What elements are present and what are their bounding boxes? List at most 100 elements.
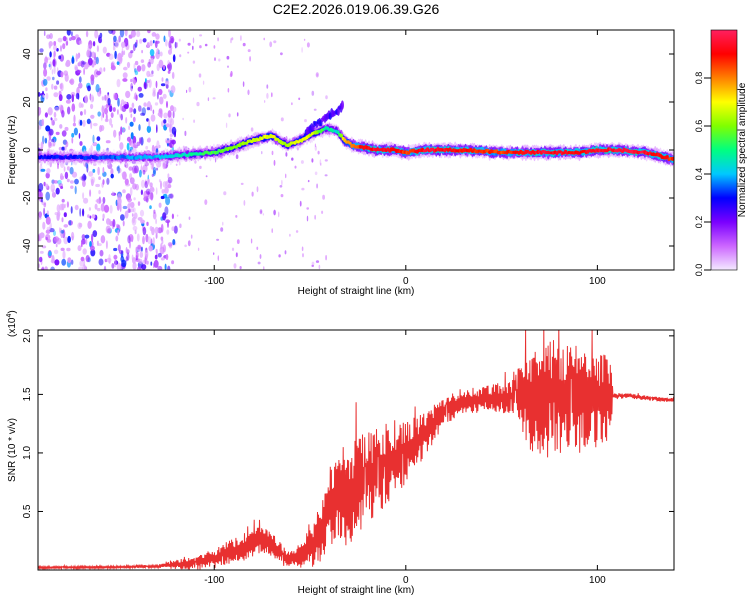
spectrogram-cell	[105, 240, 108, 250]
spectrogram-cell	[81, 175, 84, 182]
spectrogram-cell	[204, 43, 208, 47]
spectrogram-cell	[77, 62, 81, 67]
spectrogram-cell	[165, 83, 169, 89]
spectrogram-cell	[233, 263, 237, 269]
spectrogram-cell	[77, 69, 82, 74]
spectrogram-cell	[108, 254, 111, 262]
spectrogram-cell	[214, 57, 216, 61]
spectrogram-cell	[125, 117, 128, 124]
spectrogram-cell	[55, 243, 58, 248]
spectrogram-cell	[49, 33, 53, 40]
spectrogram-cell	[113, 35, 117, 42]
spectrogram-cell	[118, 132, 121, 142]
spectrogram-cell	[120, 126, 123, 135]
spectrogram-cell	[88, 57, 93, 66]
spectrogram-cell	[160, 83, 166, 87]
spectrogram-cell	[146, 80, 150, 83]
spectrogram-cell	[295, 230, 299, 233]
spectrogram-cell	[197, 247, 200, 251]
spectrogram-cell	[123, 66, 128, 71]
spectrogram-x-axis: -100 0 100	[204, 30, 606, 287]
spectrogram-cell	[98, 258, 104, 266]
spectrogram-cell	[227, 65, 229, 68]
spectrogram-cell	[60, 233, 63, 238]
spectrogram-cell	[120, 103, 123, 111]
spectrogram-cell	[176, 214, 179, 217]
spectrogram-cell	[174, 41, 177, 49]
spectrogram-cell	[76, 40, 79, 45]
spectrogram-cell	[147, 61, 152, 68]
spectrogram-cell	[307, 179, 310, 183]
spectrogram-cell	[53, 65, 56, 74]
spectrogram-cell	[278, 254, 281, 258]
spectrogram-cell	[109, 204, 113, 214]
spectrogram-cell	[151, 226, 155, 236]
spectrogram-cell	[117, 165, 121, 174]
spectrogram-cell	[45, 125, 51, 132]
spectrogram-cell	[129, 240, 131, 249]
spectrogram-cell	[133, 108, 137, 114]
spectrogram-cell	[306, 42, 310, 48]
spectrogram-cell	[64, 203, 66, 209]
spectrogram-cell	[90, 114, 95, 119]
spectrogram-cell	[82, 61, 86, 65]
spectrogram-cell	[110, 65, 116, 71]
spectrogram-cell	[38, 107, 42, 116]
spectrogram-content	[38, 30, 674, 270]
spectrogram-cell	[57, 37, 63, 43]
spectrogram-cell	[85, 238, 88, 245]
spectrogram-cell	[81, 234, 86, 240]
spectrogram-cell	[155, 218, 158, 225]
spectrogram-cell	[285, 173, 287, 179]
spectrogram-cell	[116, 262, 122, 270]
spectrogram-cell	[126, 142, 130, 151]
spectrogram-cell	[317, 150, 320, 155]
spectrogram-cell	[205, 175, 208, 178]
spectrogram-cell	[190, 234, 193, 239]
spectrogram-cell	[259, 209, 263, 215]
spectrogram-cell	[59, 83, 63, 90]
spectrogram-cell	[213, 45, 216, 49]
spectrogram-cell	[289, 233, 291, 237]
spectrogram-cell	[92, 168, 96, 173]
spectrogram-cell	[142, 169, 146, 175]
spectrogram-cell	[38, 211, 42, 218]
spectrogram-cell	[199, 165, 202, 169]
spectrogram-cell	[83, 67, 85, 76]
x-tick-label: 0	[403, 276, 409, 287]
spectrogram-cell	[124, 210, 129, 219]
spectrogram-cell	[152, 109, 155, 115]
spectrogram-cell	[123, 104, 129, 109]
spectrogram-cell	[53, 41, 57, 46]
spectrogram-cell	[134, 60, 139, 66]
spectrogram-cell	[147, 30, 151, 34]
spectrogram-cell	[167, 70, 171, 74]
spectrogram-cell	[167, 265, 171, 270]
spectrogram-cell	[294, 165, 297, 169]
spectrogram-cell	[83, 258, 86, 267]
spectrogram-cell	[75, 92, 79, 100]
spectrogram-cell	[240, 35, 242, 41]
spectrogram-cell	[186, 89, 188, 93]
spectrogram-cell	[207, 97, 210, 102]
spectrogram-cell	[151, 32, 157, 37]
snr-y-multiplier-close: )	[7, 310, 18, 313]
spectrogram-cell	[65, 99, 71, 104]
spectrogram-cell	[117, 97, 120, 107]
spectrogram-cell	[53, 111, 57, 118]
spectrogram-cell	[89, 189, 92, 197]
spectrogram-cell	[154, 226, 159, 235]
x-tick-label: -100	[204, 575, 224, 586]
spectrogram-cell	[67, 235, 71, 244]
spectrogram-cell	[301, 47, 303, 53]
colorbar-tick-label: 0.8	[694, 72, 704, 85]
spectrogram-cell	[138, 258, 143, 265]
spectrogram-cell	[670, 156, 674, 161]
spectrogram-cell	[142, 226, 147, 236]
spectrogram-cell	[165, 196, 171, 206]
spectrogram-cell	[59, 203, 64, 211]
spectrogram-cell	[90, 178, 94, 187]
spectrogram-cell	[74, 185, 77, 195]
spectrogram-cell	[147, 179, 150, 186]
spectrogram-cell	[163, 35, 166, 43]
